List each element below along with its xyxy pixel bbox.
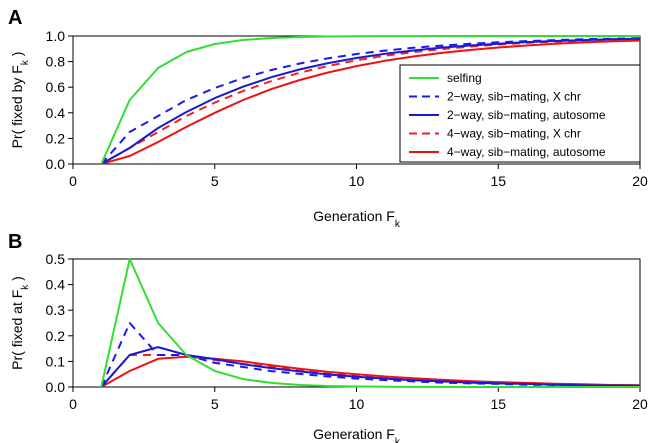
y-tick-label: 0.3 bbox=[46, 302, 66, 318]
legend-label: 4−way, sib−mating, X chr bbox=[447, 127, 581, 141]
legend-label: 2−way, sib−mating, autosome bbox=[447, 108, 606, 122]
series-line-1 bbox=[100, 37, 641, 165]
panel-A: A 0.0 0.2 0.4 0.6 0.8 1.0 0 5 10 15 20 Generation Fk… bbox=[8, 7, 648, 230]
x-tick-label: 15 bbox=[490, 396, 506, 412]
x-tick-label: 10 bbox=[349, 173, 365, 189]
legend-label: selfing bbox=[447, 71, 482, 85]
series-line-4 bbox=[100, 355, 641, 388]
y-tick-label: 0.4 bbox=[46, 277, 66, 293]
series-line-1 bbox=[100, 322, 641, 388]
x-tick-label: 20 bbox=[632, 396, 648, 412]
y-tick-label: 0.0 bbox=[46, 379, 66, 395]
panel-label: A bbox=[8, 7, 22, 29]
y-tick-label: 0.2 bbox=[46, 328, 66, 344]
y-tick-label: 0.1 bbox=[46, 353, 66, 369]
legend: selfing 2−way, sib−mating, X chr 2−way, si… bbox=[399, 64, 641, 163]
y-tick-label: 0.2 bbox=[46, 130, 66, 146]
series-line-3 bbox=[100, 354, 641, 388]
y-tick-label: 1.0 bbox=[46, 28, 66, 44]
y-tick-label: 0.0 bbox=[46, 156, 66, 172]
series-line-0 bbox=[100, 35, 640, 165]
panel-label: B bbox=[8, 231, 22, 253]
y-tick-label: 0.5 bbox=[46, 251, 66, 267]
y-tick-label: 0.6 bbox=[46, 79, 66, 95]
panel-B: B 0.0 0.1 0.2 0.3 0.4 0.5 0 5 10 15 20 Generation Fk… bbox=[8, 231, 648, 443]
x-tick-label: 5 bbox=[211, 396, 219, 412]
legend-box bbox=[399, 64, 641, 163]
y-tick-label: 0.8 bbox=[46, 54, 66, 70]
legend-label: 2−way, sib−mating, X chr bbox=[447, 90, 581, 104]
legend-label: 4−way, sib−mating, autosome bbox=[447, 145, 606, 159]
x-tick-label: 5 bbox=[211, 173, 219, 189]
series-line-4 bbox=[101, 39, 641, 165]
x-tick-label: 20 bbox=[632, 173, 648, 189]
x-tick-label: 0 bbox=[69, 396, 77, 412]
series-line-3 bbox=[100, 37, 641, 165]
series-line-2 bbox=[100, 346, 641, 388]
y-axis-label: Pr( fixed at Fk ) bbox=[9, 276, 31, 370]
x-tick-label: 15 bbox=[490, 173, 506, 189]
x-tick-label: 0 bbox=[69, 173, 77, 189]
series-line-0 bbox=[100, 258, 640, 388]
y-tick-label: 0.4 bbox=[46, 105, 66, 121]
x-tick-label: 10 bbox=[349, 396, 365, 412]
y-axis-label: Pr( fixed by Fk ) bbox=[9, 52, 31, 149]
x-axis-label: Generation Fk bbox=[313, 426, 401, 443]
x-axis-label: Generation Fk bbox=[313, 208, 401, 230]
